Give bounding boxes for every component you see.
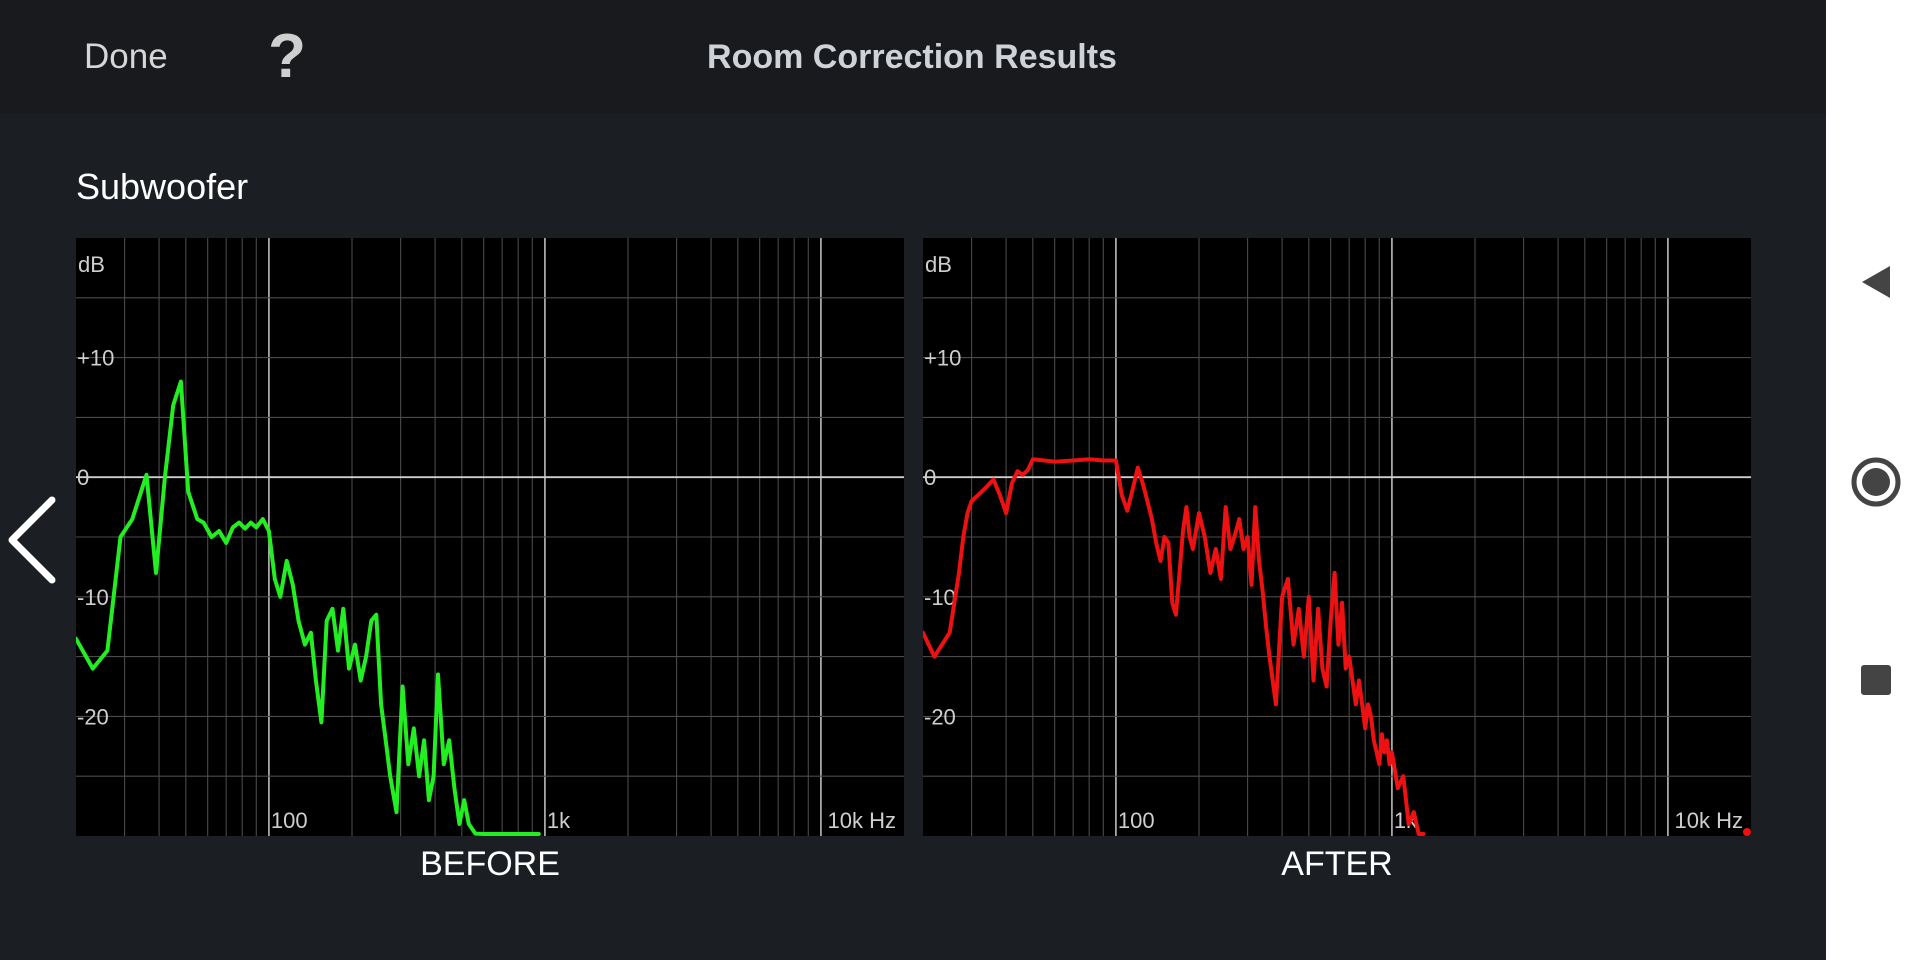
recents-square-icon[interactable] — [1848, 652, 1904, 708]
y-unit-label: dB — [925, 252, 952, 277]
y-tick-label: 0 — [77, 465, 89, 490]
before-response-chart: dB +10 0 -10 -20 100 1k 10k Hz — [76, 238, 904, 836]
y-tick-label: -10 — [924, 585, 956, 610]
x-tick-label: 10k Hz — [828, 808, 896, 833]
chevron-left-icon[interactable] — [0, 490, 70, 590]
y-tick-label: -20 — [77, 704, 109, 729]
help-button[interactable]: ? — [268, 22, 306, 91]
y-unit-label: dB — [78, 252, 105, 277]
before-caption: BEFORE — [420, 845, 560, 883]
system-navigation-bar — [1826, 0, 1920, 960]
y-tick-label: -10 — [77, 585, 109, 610]
x-tick-label: 100 — [1118, 808, 1155, 833]
before-response-line — [76, 379, 541, 836]
y-tick-label: 0 — [924, 465, 936, 490]
back-triangle-icon[interactable] — [1848, 254, 1904, 310]
after-response-line — [923, 457, 1426, 836]
top-app-bar: Done ? Room Correction Results — [0, 0, 1826, 114]
after-caption: AFTER — [1281, 845, 1393, 883]
x-tick-label: 1k — [547, 808, 571, 833]
home-circle-icon[interactable] — [1848, 454, 1904, 510]
x-tick-label: 100 — [271, 808, 308, 833]
done-button[interactable]: Done — [84, 37, 168, 76]
y-tick-label: -20 — [924, 704, 956, 729]
section-title: Subwoofer — [76, 166, 249, 207]
y-tick-label: +10 — [77, 346, 114, 371]
x-tick-label: 10k Hz — [1675, 808, 1743, 833]
end-marker — [1743, 828, 1751, 836]
page-title: Room Correction Results — [707, 38, 1117, 76]
y-tick-label: +10 — [924, 346, 961, 371]
